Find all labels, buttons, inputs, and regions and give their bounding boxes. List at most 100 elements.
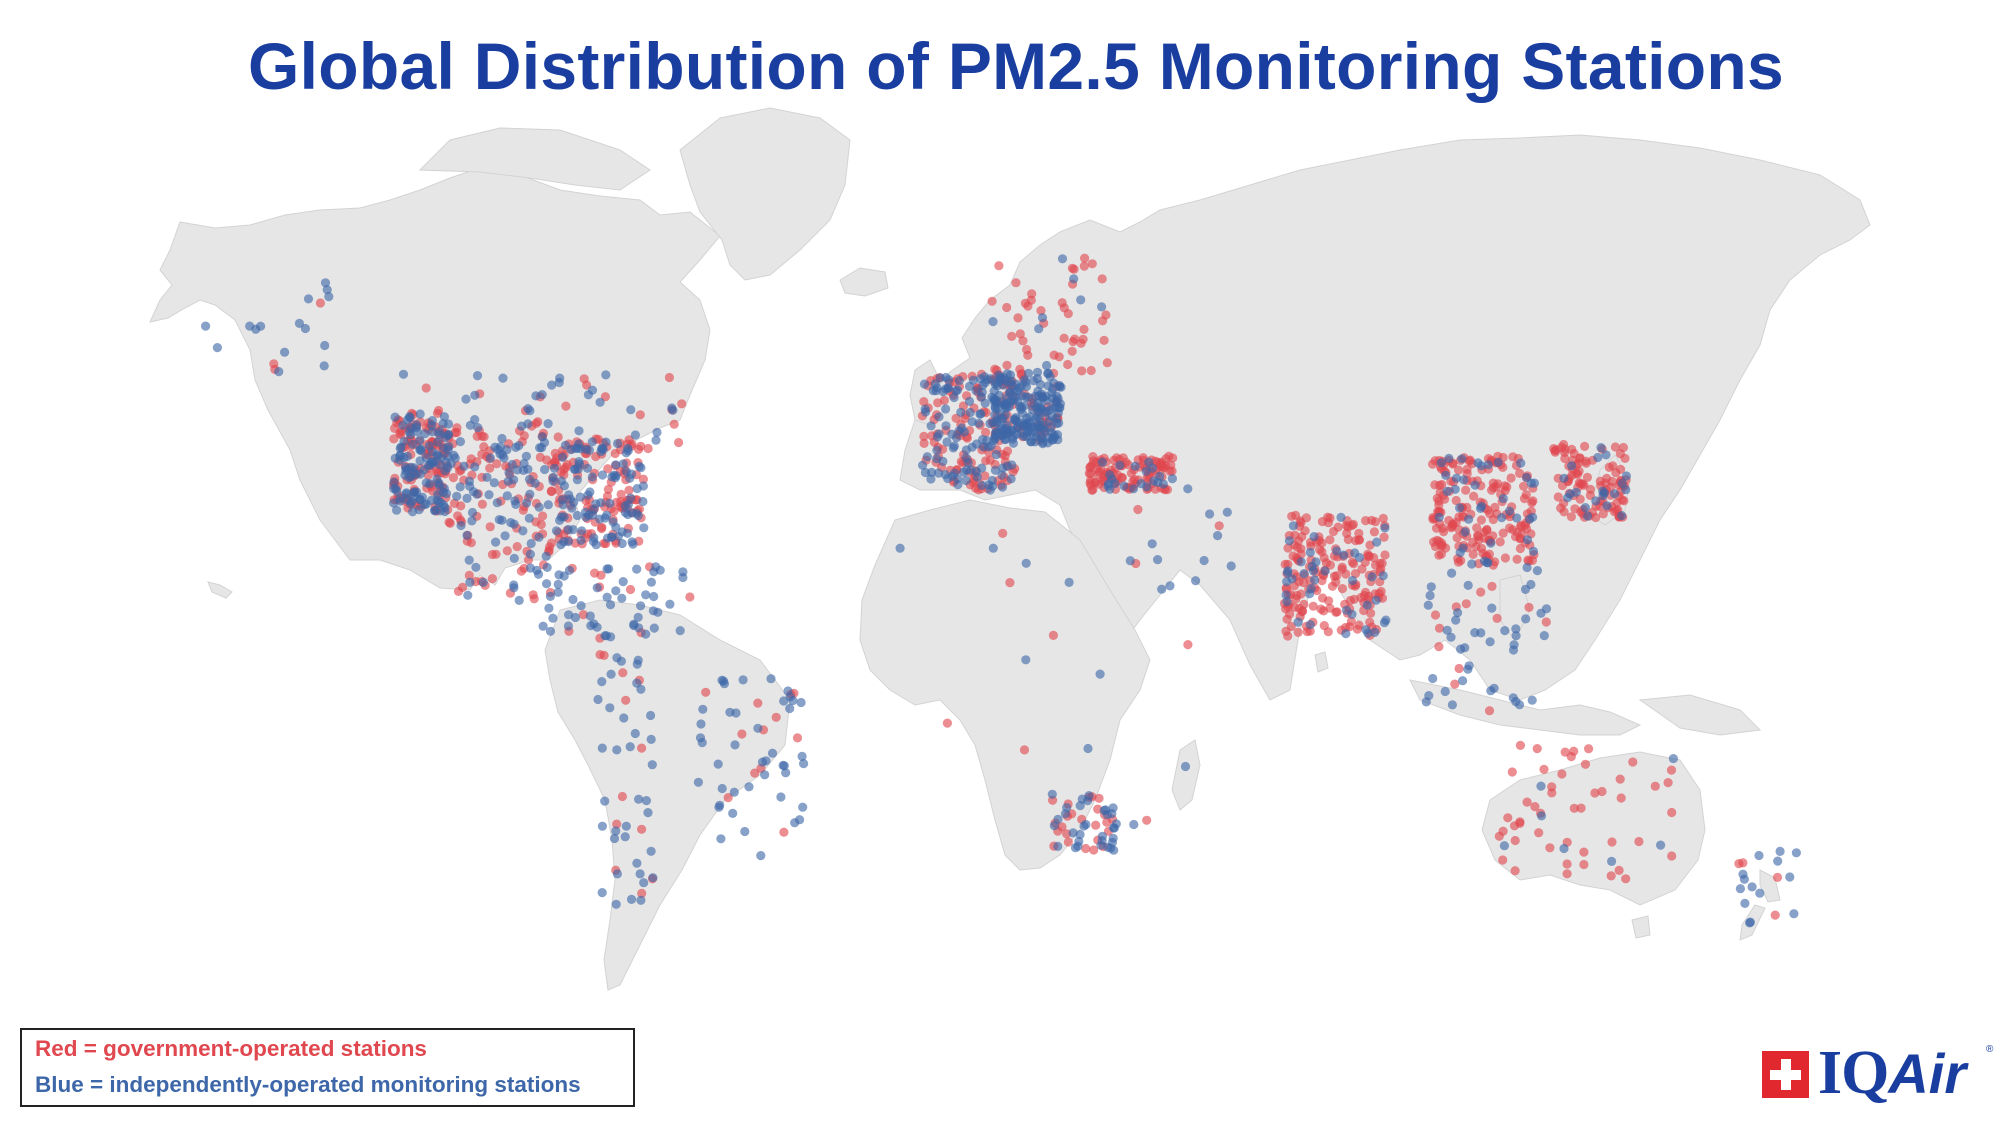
independent-station-dot xyxy=(294,318,304,328)
independent-station-dot xyxy=(563,621,574,631)
independent-station-dot xyxy=(543,419,553,429)
independent-station-dot xyxy=(976,392,987,402)
government-station-dot xyxy=(1530,802,1540,812)
independent-station-dot xyxy=(921,407,931,417)
government-station-dot xyxy=(1510,866,1520,876)
government-station-dot xyxy=(1086,480,1096,490)
independent-station-dot xyxy=(452,491,462,501)
government-station-dot xyxy=(1770,910,1780,920)
independent-station-dot xyxy=(798,802,808,812)
independent-station-dot xyxy=(997,470,1007,480)
government-station-dot xyxy=(1000,451,1010,461)
government-station-dot xyxy=(1595,476,1605,486)
independent-station-dot xyxy=(1362,600,1372,610)
independent-station-dot xyxy=(649,623,659,633)
government-station-dot xyxy=(1118,453,1128,463)
independent-station-dot xyxy=(540,464,550,475)
government-station-dot xyxy=(1454,663,1464,674)
independent-station-dot xyxy=(462,530,472,541)
government-station-dot xyxy=(1591,512,1601,523)
independent-station-dot xyxy=(932,445,942,455)
independent-station-dot xyxy=(542,562,552,573)
independent-station-dot xyxy=(1309,532,1319,542)
independent-station-dot xyxy=(491,537,501,547)
independent-station-dot xyxy=(1602,501,1612,511)
independent-station-dot xyxy=(942,437,952,447)
government-station-dot xyxy=(1559,507,1569,517)
independent-station-dot xyxy=(524,513,534,523)
government-station-dot xyxy=(771,712,781,722)
government-station-dot xyxy=(1519,494,1530,504)
government-station-dot xyxy=(664,372,675,383)
independent-station-dot xyxy=(933,468,944,478)
independent-station-dot xyxy=(1347,609,1357,619)
independent-station-dot xyxy=(1282,597,1292,607)
independent-station-dot xyxy=(498,373,508,383)
independent-station-dot xyxy=(320,340,330,351)
independent-station-dot xyxy=(697,738,707,748)
government-station-dot xyxy=(1369,527,1379,537)
independent-station-dot xyxy=(1601,450,1611,460)
government-station-dot xyxy=(1582,472,1592,482)
government-station-dot xyxy=(1049,350,1059,360)
independent-station-dot xyxy=(1511,697,1521,707)
government-station-dot xyxy=(599,650,609,661)
independent-station-dot xyxy=(938,387,948,397)
independent-station-dot xyxy=(436,497,446,508)
government-station-dot xyxy=(674,437,684,448)
government-station-dot xyxy=(1569,746,1579,756)
independent-station-dot xyxy=(324,292,334,302)
government-station-dot xyxy=(453,586,464,597)
independent-station-dot xyxy=(1444,453,1454,463)
government-station-dot xyxy=(1476,587,1486,597)
government-station-dot xyxy=(1294,577,1304,587)
government-station-dot xyxy=(1557,480,1568,491)
independent-station-dot xyxy=(519,458,529,469)
government-station-dot xyxy=(603,484,614,494)
government-station-dot xyxy=(1283,559,1293,570)
independent-station-dot xyxy=(389,498,399,508)
independent-station-dot xyxy=(731,708,741,718)
government-station-dot xyxy=(792,733,803,743)
independent-station-dot xyxy=(605,498,615,508)
independent-station-dot xyxy=(1464,661,1474,671)
government-station-dot xyxy=(1557,769,1567,779)
government-station-dot xyxy=(1360,587,1371,598)
independent-station-dot xyxy=(576,535,586,545)
independent-station-dot xyxy=(1621,485,1631,495)
independent-station-dot xyxy=(415,435,425,445)
government-station-dot xyxy=(1133,504,1143,515)
independent-station-dot xyxy=(619,713,629,723)
government-station-dot xyxy=(1091,820,1101,830)
independent-station-dot xyxy=(636,895,646,905)
government-station-dot xyxy=(1165,466,1175,476)
independent-station-dot xyxy=(1097,831,1107,841)
independent-station-dot xyxy=(525,549,536,559)
independent-station-dot xyxy=(618,577,628,587)
independent-station-dot xyxy=(1106,843,1116,853)
government-station-dot xyxy=(1434,642,1444,652)
independent-station-dot xyxy=(470,390,480,400)
government-station-dot xyxy=(753,698,763,708)
independent-station-dot xyxy=(465,481,475,491)
independent-station-dot xyxy=(1347,575,1358,586)
government-station-dot xyxy=(750,768,760,778)
independent-station-dot xyxy=(728,808,738,819)
independent-station-dot xyxy=(485,453,495,463)
independent-station-dot xyxy=(1467,559,1477,569)
independent-station-dot xyxy=(948,443,958,453)
government-station-dot xyxy=(1079,324,1089,334)
independent-station-dot xyxy=(1021,377,1031,387)
government-station-dot xyxy=(1539,764,1549,775)
iqair-logo: IQAir ® xyxy=(1760,1032,1995,1107)
government-station-dot xyxy=(1316,604,1326,614)
independent-station-dot xyxy=(434,460,445,470)
government-station-dot xyxy=(389,434,399,444)
government-station-dot xyxy=(1437,479,1447,490)
government-station-dot xyxy=(621,695,631,705)
independent-station-dot xyxy=(432,474,442,484)
independent-station-dot xyxy=(1336,512,1346,523)
independent-station-dot xyxy=(609,833,620,844)
government-station-dot xyxy=(477,449,487,459)
